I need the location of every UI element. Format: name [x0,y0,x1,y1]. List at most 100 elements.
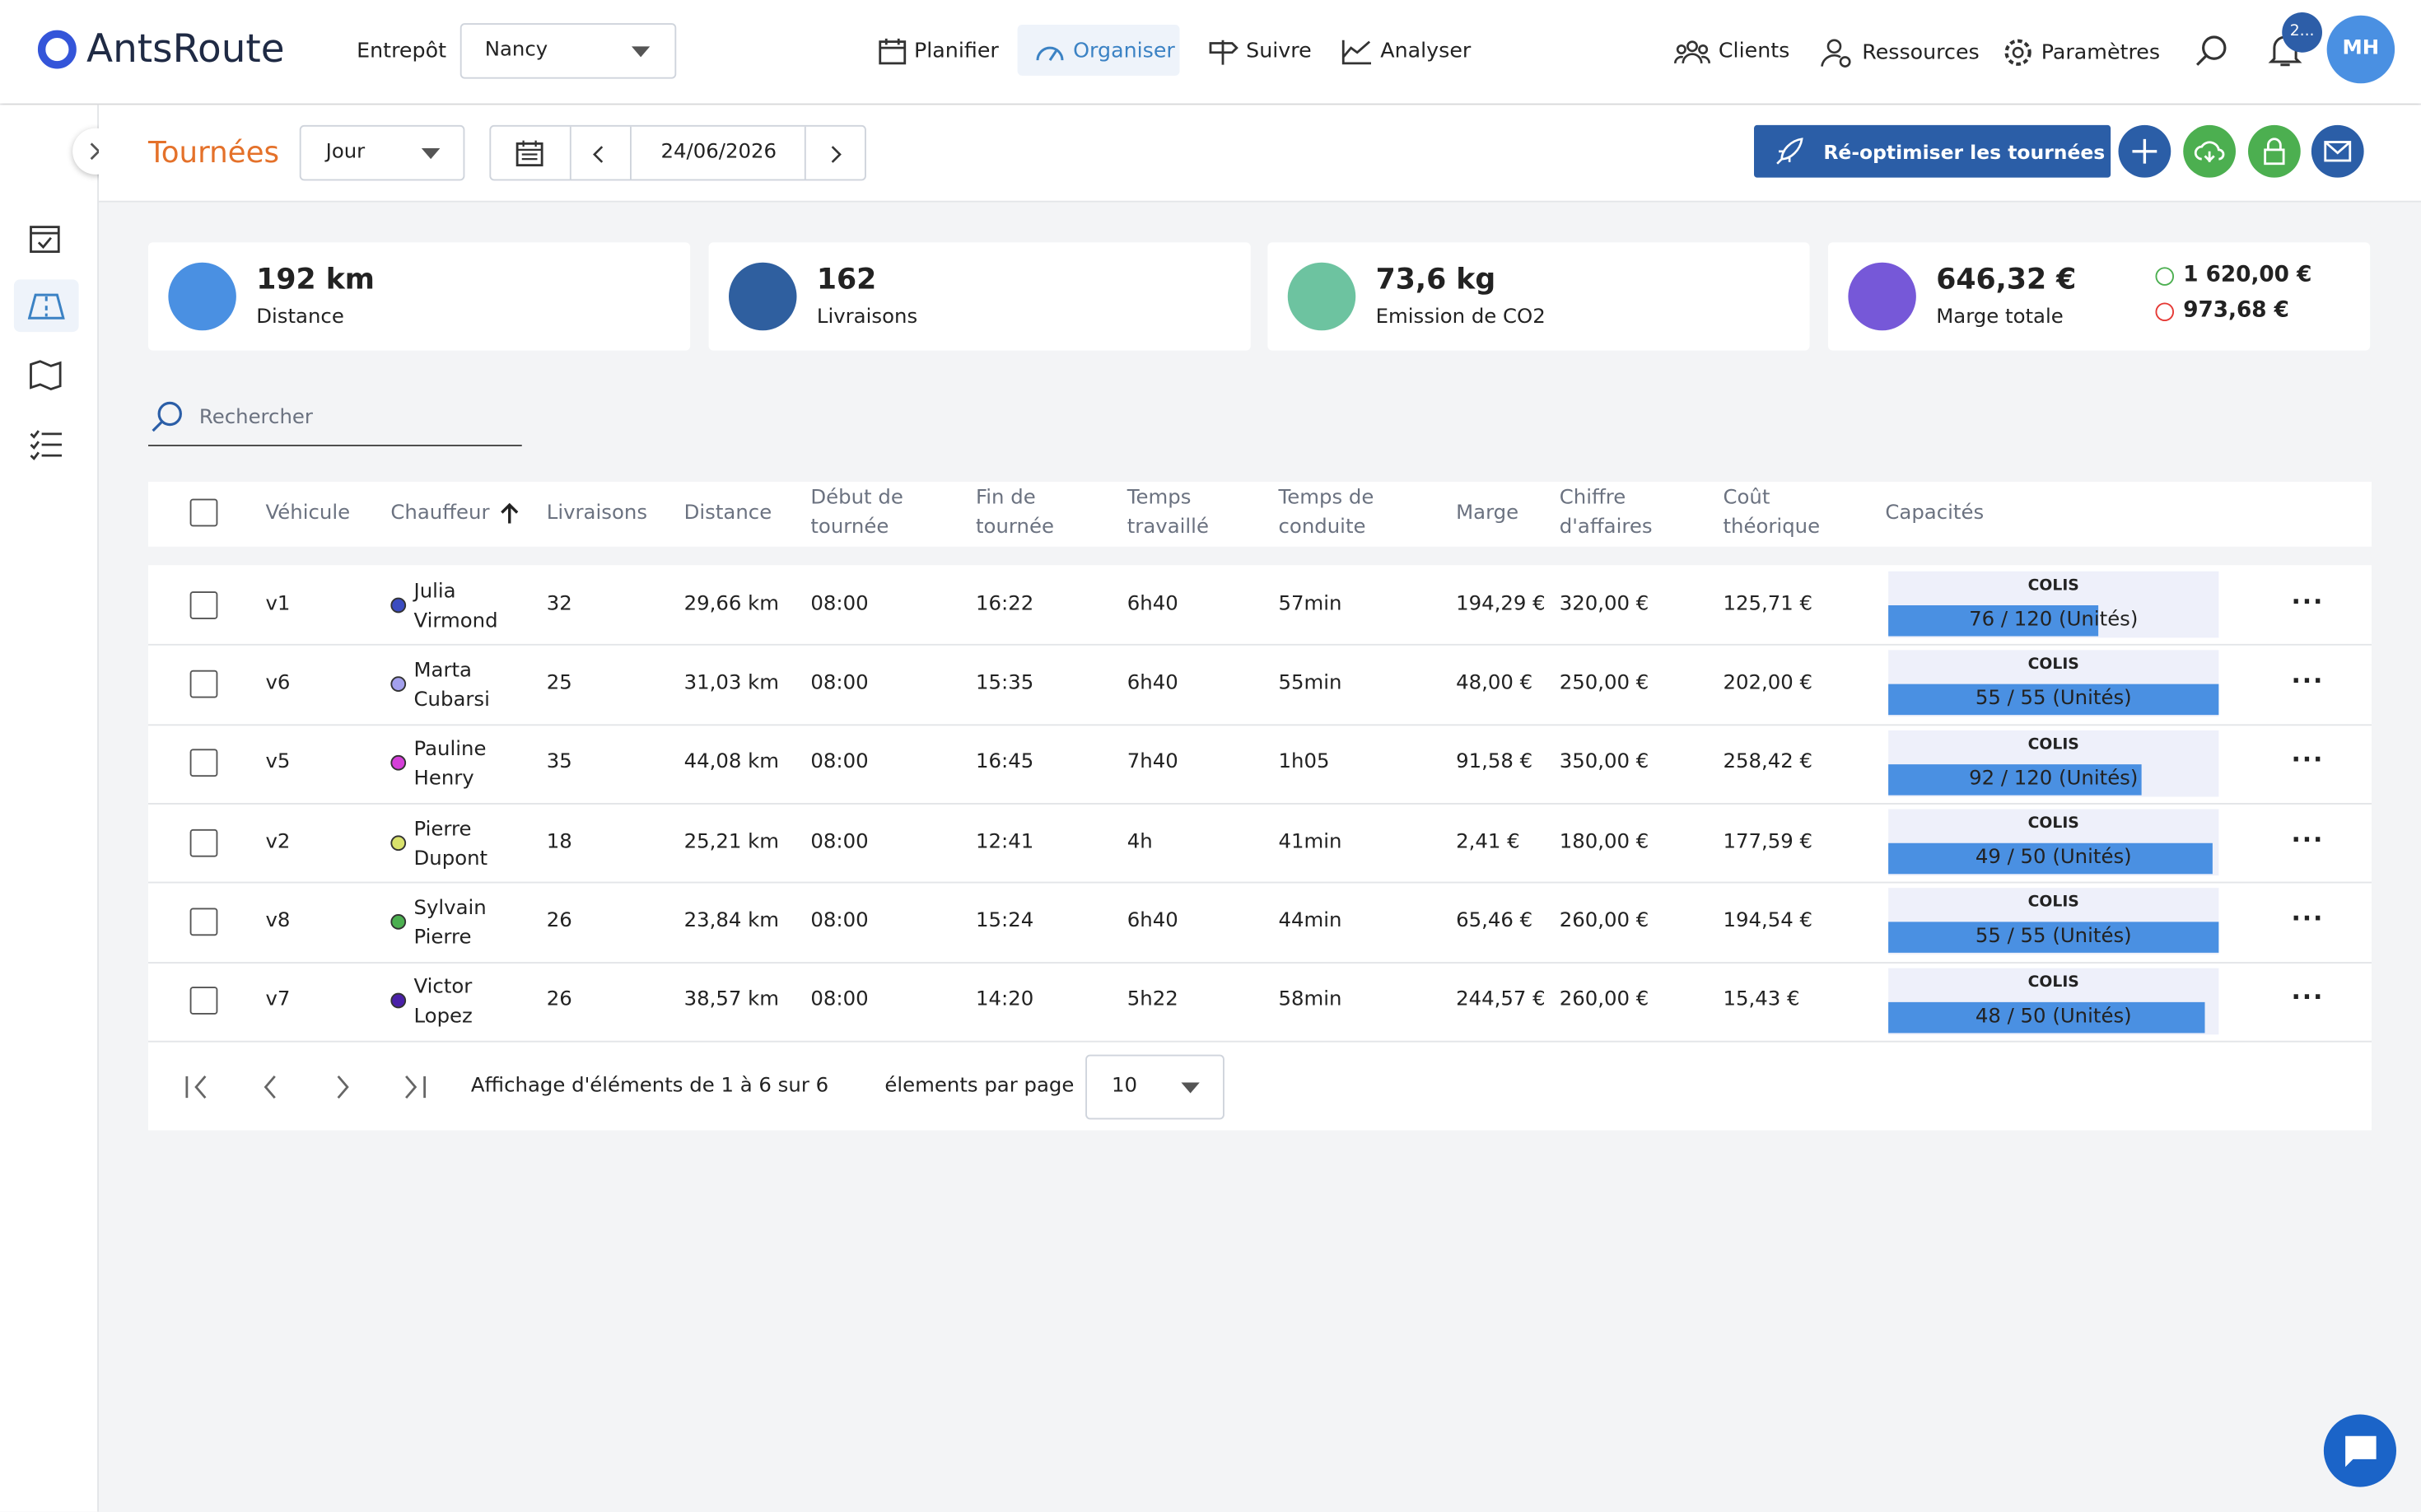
column-header[interactable]: Distance [683,501,772,525]
cell-revenue: 250,00 € [1559,671,1649,695]
nav-label: Suivre [1246,38,1312,63]
column-header[interactable]: Début de tournée [810,486,903,539]
column-header[interactable]: Véhicule [265,501,351,525]
cell-cost: 177,59 € [1723,829,1813,854]
cloud [2194,141,2225,162]
capacity-bar [1888,1001,2206,1033]
nav-label: Analyser [1380,38,1472,63]
cell-revenue: 260,00 € [1559,988,1649,1012]
cell-driver: Victor Lopez [413,976,473,1029]
row-menu[interactable]: ··· [2291,824,2325,854]
cell-end: 14:20 [976,988,1034,1012]
warehouse-label: Entrepôt [357,38,446,63]
row-checkbox[interactable] [189,987,218,1015]
upload-button[interactable] [2183,124,2236,178]
row-menu[interactable]: ··· [2291,982,2325,1012]
column-header[interactable]: Fin de tournée [976,486,1054,539]
column-header[interactable]: Capacités [1885,501,1985,525]
mail-button[interactable] [2311,124,2364,178]
sidebar-icon[interactable] [30,358,63,392]
nav-item[interactable]: Clients [1674,37,1789,65]
row-menu[interactable]: ··· [2291,744,2325,774]
search-button[interactable] [2195,34,2229,68]
row-checkbox[interactable] [189,749,218,777]
cell-vehicle: v8 [265,909,291,933]
cell-driving: 57min [1278,592,1342,616]
kpi-value: 646,32 € [1936,264,2077,296]
period-value: Jour [325,140,366,164]
nav-item[interactable]: Ressources [1821,37,1980,68]
period-select[interactable]: Jour [299,124,465,181]
capacity-name: COLIS [2027,577,2079,595]
column-header[interactable]: Temps travaillé [1127,486,1209,539]
nav-item[interactable]: Organiser [1034,37,1175,65]
sidebar-icon[interactable] [30,222,61,254]
cell-worked: 6h40 [1127,909,1178,933]
add-button[interactable] [2118,124,2171,178]
cell-vehicle: v7 [265,988,291,1012]
row-checkbox[interactable] [189,828,218,856]
prev-day[interactable] [593,145,605,164]
notification-badge: 2... [2282,12,2322,53]
sidebar-icon[interactable] [30,429,63,460]
cell-worked: 6h40 [1127,671,1178,695]
select-all-checkbox[interactable] [189,498,218,527]
pager-summary: Affichage d'éléments de 1 à 6 sur 6 [470,1075,829,1099]
cell-vehicle: v2 [265,829,291,854]
nav-item[interactable]: Suivre [1207,37,1312,65]
row-menu[interactable]: ··· [2291,586,2325,616]
date-value[interactable]: 24/06/2026 [660,140,777,164]
capacity: COLIS 55 / 55 (Unités) [1888,650,2219,717]
nav-item[interactable]: Planifier [879,37,999,65]
cell-vehicle: v1 [265,592,291,616]
kpi-icon [168,262,236,331]
caret [1181,1082,1200,1094]
kpi-icon [729,262,797,331]
kpi-down: 973,68 € [2183,297,2289,323]
row-divider [148,961,2372,964]
row-menu[interactable]: ··· [2291,665,2325,695]
column-header[interactable]: Chiffre d'affaires [1559,486,1653,539]
calendar-button[interactable] [515,139,543,167]
chat-button[interactable] [2323,1414,2396,1487]
icon [879,38,907,65]
column-header[interactable]: Livraisons [546,501,648,525]
per-page-label: élements par page [884,1075,1075,1099]
capacity: COLIS 48 / 50 (Unités) [1888,967,2219,1034]
column-header[interactable]: Chauffeur [390,483,529,542]
divider [569,126,571,180]
capacity: COLIS 76 / 120 (Unités) [1888,571,2219,638]
nav-item[interactable]: Paramètres [2003,37,2160,68]
capacity-label: 49 / 50 (Unités) [1975,846,2132,870]
cell-distance: 25,21 km [683,829,780,854]
sidebar-icon[interactable] [27,292,65,320]
next-day[interactable] [831,145,843,164]
pager-buttons[interactable] [184,1075,462,1099]
column-header[interactable]: Marge [1456,501,1519,525]
cell-driver: Pauline Henry [413,738,487,791]
kpi-card: 646,32 € Marge totale 1 620,00 € 973,68 € [1828,242,2371,351]
kpi-down-icon [2155,302,2174,321]
cell-distance: 31,03 km [683,671,780,695]
row-menu[interactable]: ··· [2291,903,2325,933]
cell-cost: 258,42 € [1723,750,1813,774]
row-checkbox[interactable] [189,670,218,698]
divider [148,1040,2372,1043]
warehouse-value: Nancy [484,38,548,62]
row-checkbox[interactable] [189,590,218,619]
kpi-icon [1287,262,1356,331]
search-input[interactable]: Rechercher [198,406,313,430]
column-header[interactable]: Temps de conduite [1278,486,1374,539]
avatar[interactable]: MH [2326,15,2395,84]
cell-driving: 44min [1278,909,1342,933]
warehouse-select[interactable]: Nancy [459,23,677,79]
row-checkbox[interactable] [189,908,218,936]
driver-dot [390,596,407,613]
lock-button[interactable] [2248,124,2301,178]
column-header[interactable]: Coût théorique [1723,486,1821,539]
per-page-select[interactable]: 10 [1085,1054,1224,1120]
reoptimize-button[interactable]: Ré-optimiser les tournées [1754,124,2111,178]
nav-item[interactable]: Analyser [1341,37,1471,65]
